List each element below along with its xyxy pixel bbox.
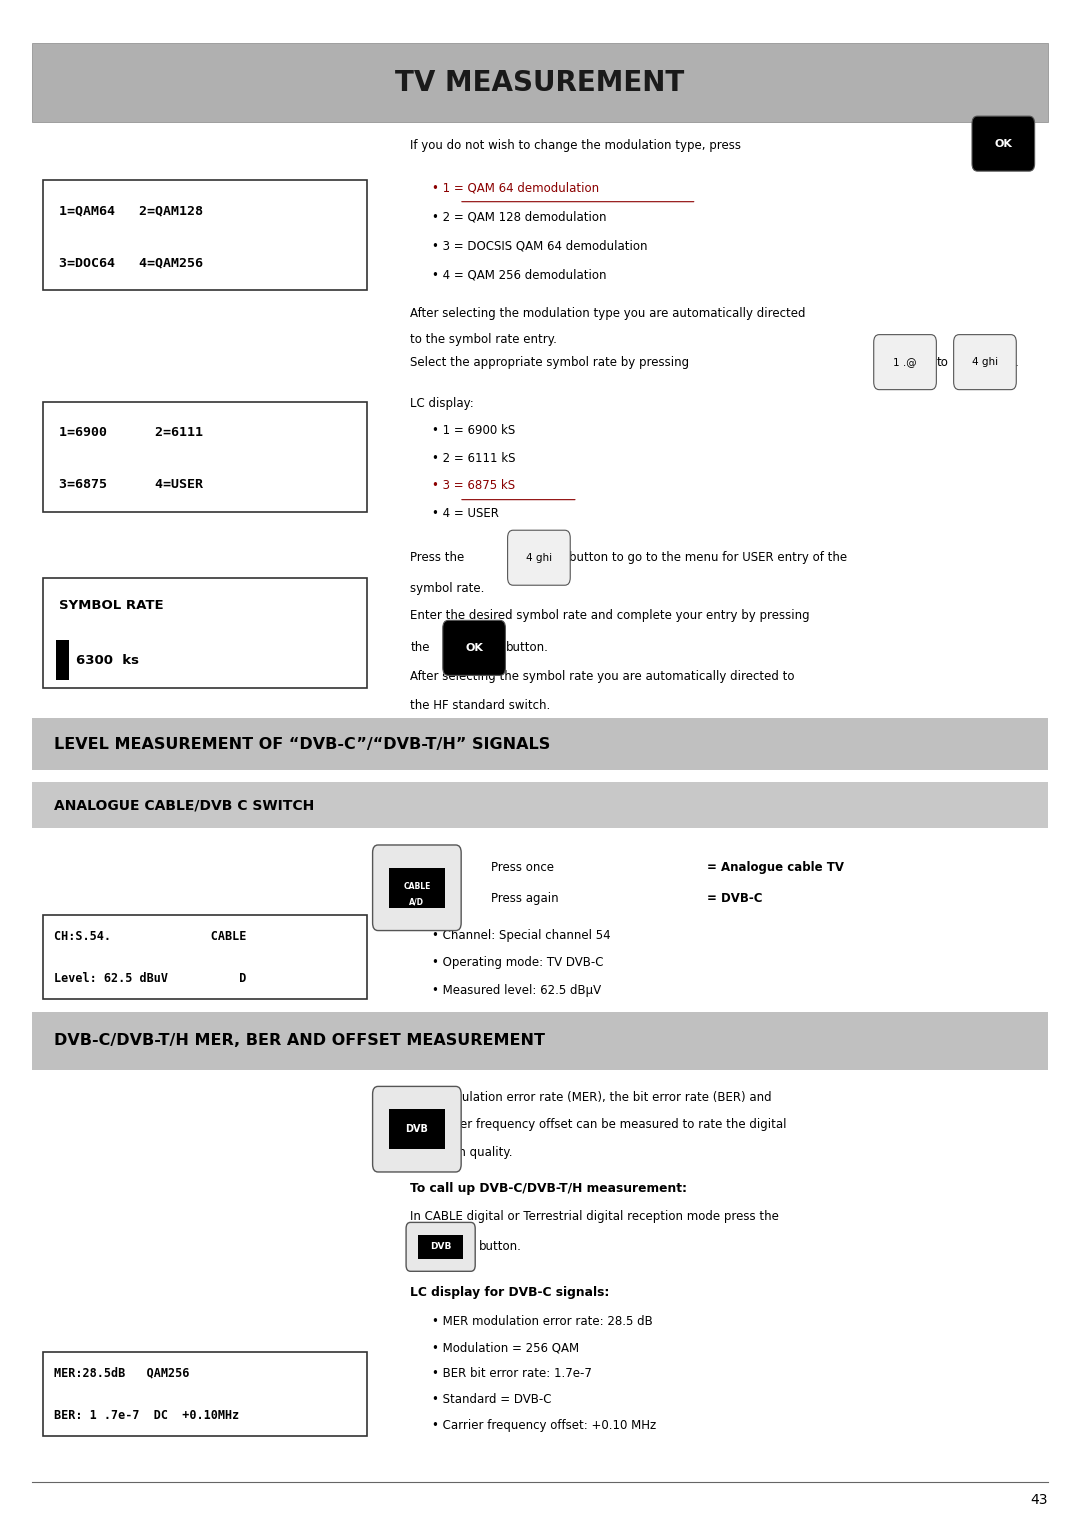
Text: • BER bit error rate: 1.7e-7: • BER bit error rate: 1.7e-7 <box>432 1368 592 1380</box>
Text: 4 ghi: 4 ghi <box>972 358 998 367</box>
Bar <box>32 718 1048 770</box>
Text: If you do not wish to change the modulation type, press: If you do not wish to change the modulat… <box>410 139 741 151</box>
Text: = Analogue cable TV: = Analogue cable TV <box>707 862 845 874</box>
Text: • 1 = QAM 64 demodulation: • 1 = QAM 64 demodulation <box>432 182 599 194</box>
Text: to: to <box>936 356 948 368</box>
FancyBboxPatch shape <box>43 578 367 688</box>
Text: TV MEASUREMENT: TV MEASUREMENT <box>395 69 685 96</box>
Text: SYMBOL RATE: SYMBOL RATE <box>59 599 164 611</box>
Text: • 3 = 6875 kS: • 3 = 6875 kS <box>432 480 515 492</box>
Text: Press again: Press again <box>491 892 559 905</box>
Text: • 3 = DOCSIS QAM 64 demodulation: • 3 = DOCSIS QAM 64 demodulation <box>432 240 648 252</box>
Text: • Standard = DVB-C: • Standard = DVB-C <box>432 1394 552 1406</box>
FancyBboxPatch shape <box>43 402 367 512</box>
Text: 43: 43 <box>1030 1493 1048 1508</box>
Text: reception quality.: reception quality. <box>410 1146 513 1158</box>
Text: .: . <box>1015 356 1018 368</box>
Text: MER:28.5dB   QAM256: MER:28.5dB QAM256 <box>54 1366 189 1380</box>
FancyBboxPatch shape <box>406 1222 475 1271</box>
Text: • Operating mode: TV DVB-C: • Operating mode: TV DVB-C <box>432 957 604 969</box>
FancyBboxPatch shape <box>874 335 936 390</box>
FancyBboxPatch shape <box>373 845 461 931</box>
Text: • Carrier frequency offset: +0.10 MHz: • Carrier frequency offset: +0.10 MHz <box>432 1420 657 1432</box>
Text: LEVEL MEASUREMENT OF “DVB-C”/“DVB-T/H” SIGNALS: LEVEL MEASUREMENT OF “DVB-C”/“DVB-T/H” S… <box>54 736 550 752</box>
Text: OK: OK <box>465 643 483 652</box>
Text: CH:S.54.              CABLE: CH:S.54. CABLE <box>54 929 246 943</box>
Text: to the symbol rate entry.: to the symbol rate entry. <box>410 333 557 345</box>
FancyBboxPatch shape <box>443 620 505 675</box>
Bar <box>418 1235 463 1259</box>
Text: • 2 = 6111 kS: • 2 = 6111 kS <box>432 452 515 465</box>
Bar <box>32 1012 1048 1070</box>
Text: After selecting the modulation type you are automatically directed: After selecting the modulation type you … <box>410 307 806 319</box>
Text: 4 ghi: 4 ghi <box>526 553 552 562</box>
Text: 1=6900      2=6111: 1=6900 2=6111 <box>59 426 203 439</box>
Text: DVB: DVB <box>405 1125 429 1134</box>
Text: • 1 = 6900 kS: • 1 = 6900 kS <box>432 425 515 437</box>
Text: button to go to the menu for USER entry of the: button to go to the menu for USER entry … <box>569 552 848 564</box>
Text: 1=QAM64   2=QAM128: 1=QAM64 2=QAM128 <box>59 205 203 217</box>
Text: After selecting the symbol rate you are automatically directed to: After selecting the symbol rate you are … <box>410 671 795 683</box>
Text: Press once: Press once <box>491 862 554 874</box>
Text: button.: button. <box>478 1241 522 1253</box>
Text: • 4 = USER: • 4 = USER <box>432 507 499 520</box>
Text: Enter the desired symbol rate and complete your entry by pressing: Enter the desired symbol rate and comple… <box>410 610 810 622</box>
Text: • Measured level: 62.5 dBμV: • Measured level: 62.5 dBμV <box>432 984 602 996</box>
Bar <box>32 43 1048 122</box>
Text: LC display:: LC display: <box>410 397 474 410</box>
Text: ANALOGUE CABLE/DVB C SWITCH: ANALOGUE CABLE/DVB C SWITCH <box>54 798 314 813</box>
Text: DVB-C/DVB-T/H MER, BER AND OFFSET MEASUREMENT: DVB-C/DVB-T/H MER, BER AND OFFSET MEASUR… <box>54 1033 545 1048</box>
Text: DVB: DVB <box>430 1242 451 1251</box>
Text: 3=6875      4=USER: 3=6875 4=USER <box>59 478 203 490</box>
Text: To call up DVB-C/DVB-T/H measurement:: To call up DVB-C/DVB-T/H measurement: <box>410 1183 687 1195</box>
Text: CABLE: CABLE <box>403 882 431 891</box>
Text: 1 .@: 1 .@ <box>893 358 917 367</box>
FancyBboxPatch shape <box>43 180 367 290</box>
FancyBboxPatch shape <box>972 116 1035 171</box>
Text: the: the <box>410 642 430 654</box>
Text: Level: 62.5 dBuV          D: Level: 62.5 dBuV D <box>54 972 246 986</box>
Text: 3=DOC64   4=QAM256: 3=DOC64 4=QAM256 <box>59 257 203 269</box>
FancyBboxPatch shape <box>43 1352 367 1436</box>
Text: Select the appropriate symbol rate by pressing: Select the appropriate symbol rate by pr… <box>410 356 689 368</box>
Text: • Channel: Special channel 54: • Channel: Special channel 54 <box>432 929 610 941</box>
Text: In CABLE digital or Terrestrial digital reception mode press the: In CABLE digital or Terrestrial digital … <box>410 1210 780 1222</box>
Text: the carrier frequency offset can be measured to rate the digital: the carrier frequency offset can be meas… <box>410 1118 787 1131</box>
Text: • 4 = QAM 256 demodulation: • 4 = QAM 256 demodulation <box>432 269 607 281</box>
Text: 6300  ks: 6300 ks <box>76 654 138 666</box>
Text: button.: button. <box>505 642 549 654</box>
FancyBboxPatch shape <box>43 915 367 999</box>
Text: A/D: A/D <box>409 897 424 906</box>
Bar <box>32 782 1048 828</box>
Text: symbol rate.: symbol rate. <box>410 582 485 594</box>
Bar <box>389 868 445 908</box>
Text: OK: OK <box>995 139 1012 148</box>
Text: • Modulation = 256 QAM: • Modulation = 256 QAM <box>432 1342 579 1354</box>
Text: LC display for DVB-C signals:: LC display for DVB-C signals: <box>410 1287 610 1299</box>
Text: The modulation error rate (MER), the bit error rate (BER) and: The modulation error rate (MER), the bit… <box>410 1091 772 1103</box>
Text: Press the: Press the <box>410 552 464 564</box>
FancyBboxPatch shape <box>954 335 1016 390</box>
Text: • MER modulation error rate: 28.5 dB: • MER modulation error rate: 28.5 dB <box>432 1316 652 1328</box>
Bar <box>56 640 69 680</box>
Bar <box>389 1109 445 1149</box>
Text: BER: 1 .7e-7  DC  +0.10MHz: BER: 1 .7e-7 DC +0.10MHz <box>54 1409 240 1423</box>
FancyBboxPatch shape <box>508 530 570 585</box>
Text: = DVB-C: = DVB-C <box>707 892 762 905</box>
FancyBboxPatch shape <box>373 1086 461 1172</box>
Text: • 2 = QAM 128 demodulation: • 2 = QAM 128 demodulation <box>432 211 607 223</box>
Text: the HF standard switch.: the HF standard switch. <box>410 700 551 712</box>
